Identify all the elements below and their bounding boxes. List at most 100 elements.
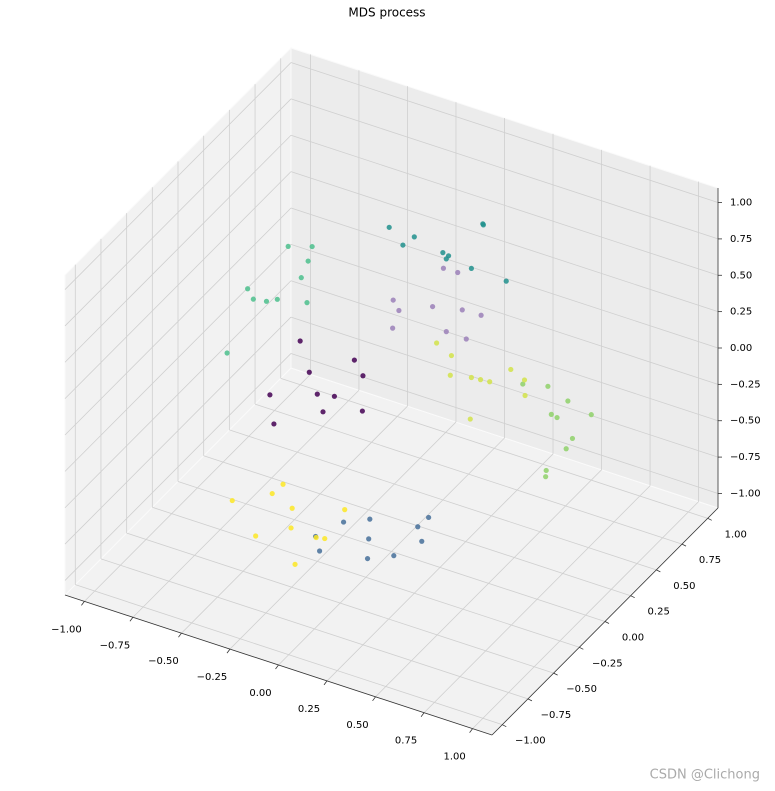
y-tick xyxy=(579,646,584,650)
x-tick-label: 0.50 xyxy=(346,720,368,731)
point xyxy=(269,490,275,497)
x-tick-label: 0.25 xyxy=(298,704,320,715)
point xyxy=(245,286,251,292)
point xyxy=(448,352,455,359)
point xyxy=(443,329,449,335)
point xyxy=(447,372,453,378)
point xyxy=(429,303,436,310)
grid-line xyxy=(64,62,292,290)
y-tick xyxy=(681,543,687,547)
point xyxy=(271,421,277,427)
x-tick xyxy=(469,728,473,733)
point xyxy=(467,416,473,422)
grid-line xyxy=(280,377,708,519)
point xyxy=(426,514,432,521)
point xyxy=(274,296,280,302)
x-tick-label: 0.75 xyxy=(395,736,417,747)
y-tick-label: 0.25 xyxy=(648,607,670,618)
z-tick-label: −1.00 xyxy=(730,488,761,499)
point xyxy=(386,224,392,230)
point xyxy=(364,555,371,562)
x-tick xyxy=(275,664,279,670)
y-tick-label: −0.75 xyxy=(541,710,572,721)
z-tick-label: 0.25 xyxy=(730,307,752,318)
y-tick-label: −0.25 xyxy=(592,658,623,669)
point xyxy=(306,369,312,375)
point xyxy=(520,381,526,387)
points xyxy=(224,221,594,567)
x-tick-label: 1.00 xyxy=(443,752,465,763)
y-tick xyxy=(604,621,610,624)
point xyxy=(440,265,447,271)
point xyxy=(445,253,452,259)
grid-line xyxy=(126,532,554,674)
point xyxy=(468,374,475,381)
point xyxy=(543,467,549,474)
x-tick xyxy=(81,601,85,606)
point xyxy=(340,519,347,525)
grid-line xyxy=(290,280,719,422)
point xyxy=(309,243,315,250)
point xyxy=(263,298,270,304)
z-tick-label: 0.50 xyxy=(730,270,752,281)
grid-line xyxy=(75,584,503,726)
y-tick xyxy=(527,698,533,702)
point xyxy=(367,516,373,522)
point xyxy=(298,275,304,281)
point xyxy=(280,481,286,487)
x-tick xyxy=(226,648,231,654)
y-tick-label: −1.00 xyxy=(515,736,546,747)
grid-line xyxy=(64,171,292,399)
point xyxy=(463,336,469,342)
x-tick xyxy=(129,617,134,622)
grid-line xyxy=(64,98,292,327)
y-tick xyxy=(502,724,507,728)
point xyxy=(433,340,440,346)
point xyxy=(440,250,446,256)
point xyxy=(468,265,475,272)
point xyxy=(521,377,528,383)
x-tick xyxy=(372,696,376,702)
point xyxy=(331,393,338,399)
z-tick-label: 0.00 xyxy=(730,343,752,354)
grid-line xyxy=(177,481,606,622)
point xyxy=(253,533,259,539)
point xyxy=(400,242,406,248)
grid-line xyxy=(290,207,719,349)
point xyxy=(508,366,514,373)
point xyxy=(477,377,484,383)
point xyxy=(487,379,493,385)
point xyxy=(289,505,295,511)
point xyxy=(390,325,396,331)
y-tick xyxy=(707,517,712,521)
grid-line xyxy=(152,506,580,648)
point xyxy=(415,524,421,530)
point xyxy=(563,446,569,452)
grid-line xyxy=(229,429,657,571)
point xyxy=(316,548,323,554)
x-axis xyxy=(64,594,493,736)
y-tick-label: −0.50 xyxy=(566,684,597,695)
grid-line xyxy=(254,403,683,545)
x-tick-label: −0.25 xyxy=(197,672,228,683)
grid-line xyxy=(64,280,292,509)
point xyxy=(342,507,348,513)
point xyxy=(360,373,366,379)
z-tick-label: −0.75 xyxy=(730,452,761,463)
point xyxy=(267,392,273,398)
point xyxy=(359,408,365,414)
grid-line xyxy=(290,171,719,313)
point xyxy=(313,534,319,541)
point xyxy=(224,350,230,356)
point xyxy=(366,536,372,542)
grid-line xyxy=(290,243,719,385)
grid-line xyxy=(290,134,719,276)
grid-line xyxy=(64,134,292,363)
point xyxy=(305,258,311,264)
y-tick xyxy=(630,595,635,599)
point xyxy=(543,474,549,480)
grid-line xyxy=(100,558,529,700)
y-axis xyxy=(491,507,719,736)
point xyxy=(548,411,554,417)
panes xyxy=(64,46,719,736)
